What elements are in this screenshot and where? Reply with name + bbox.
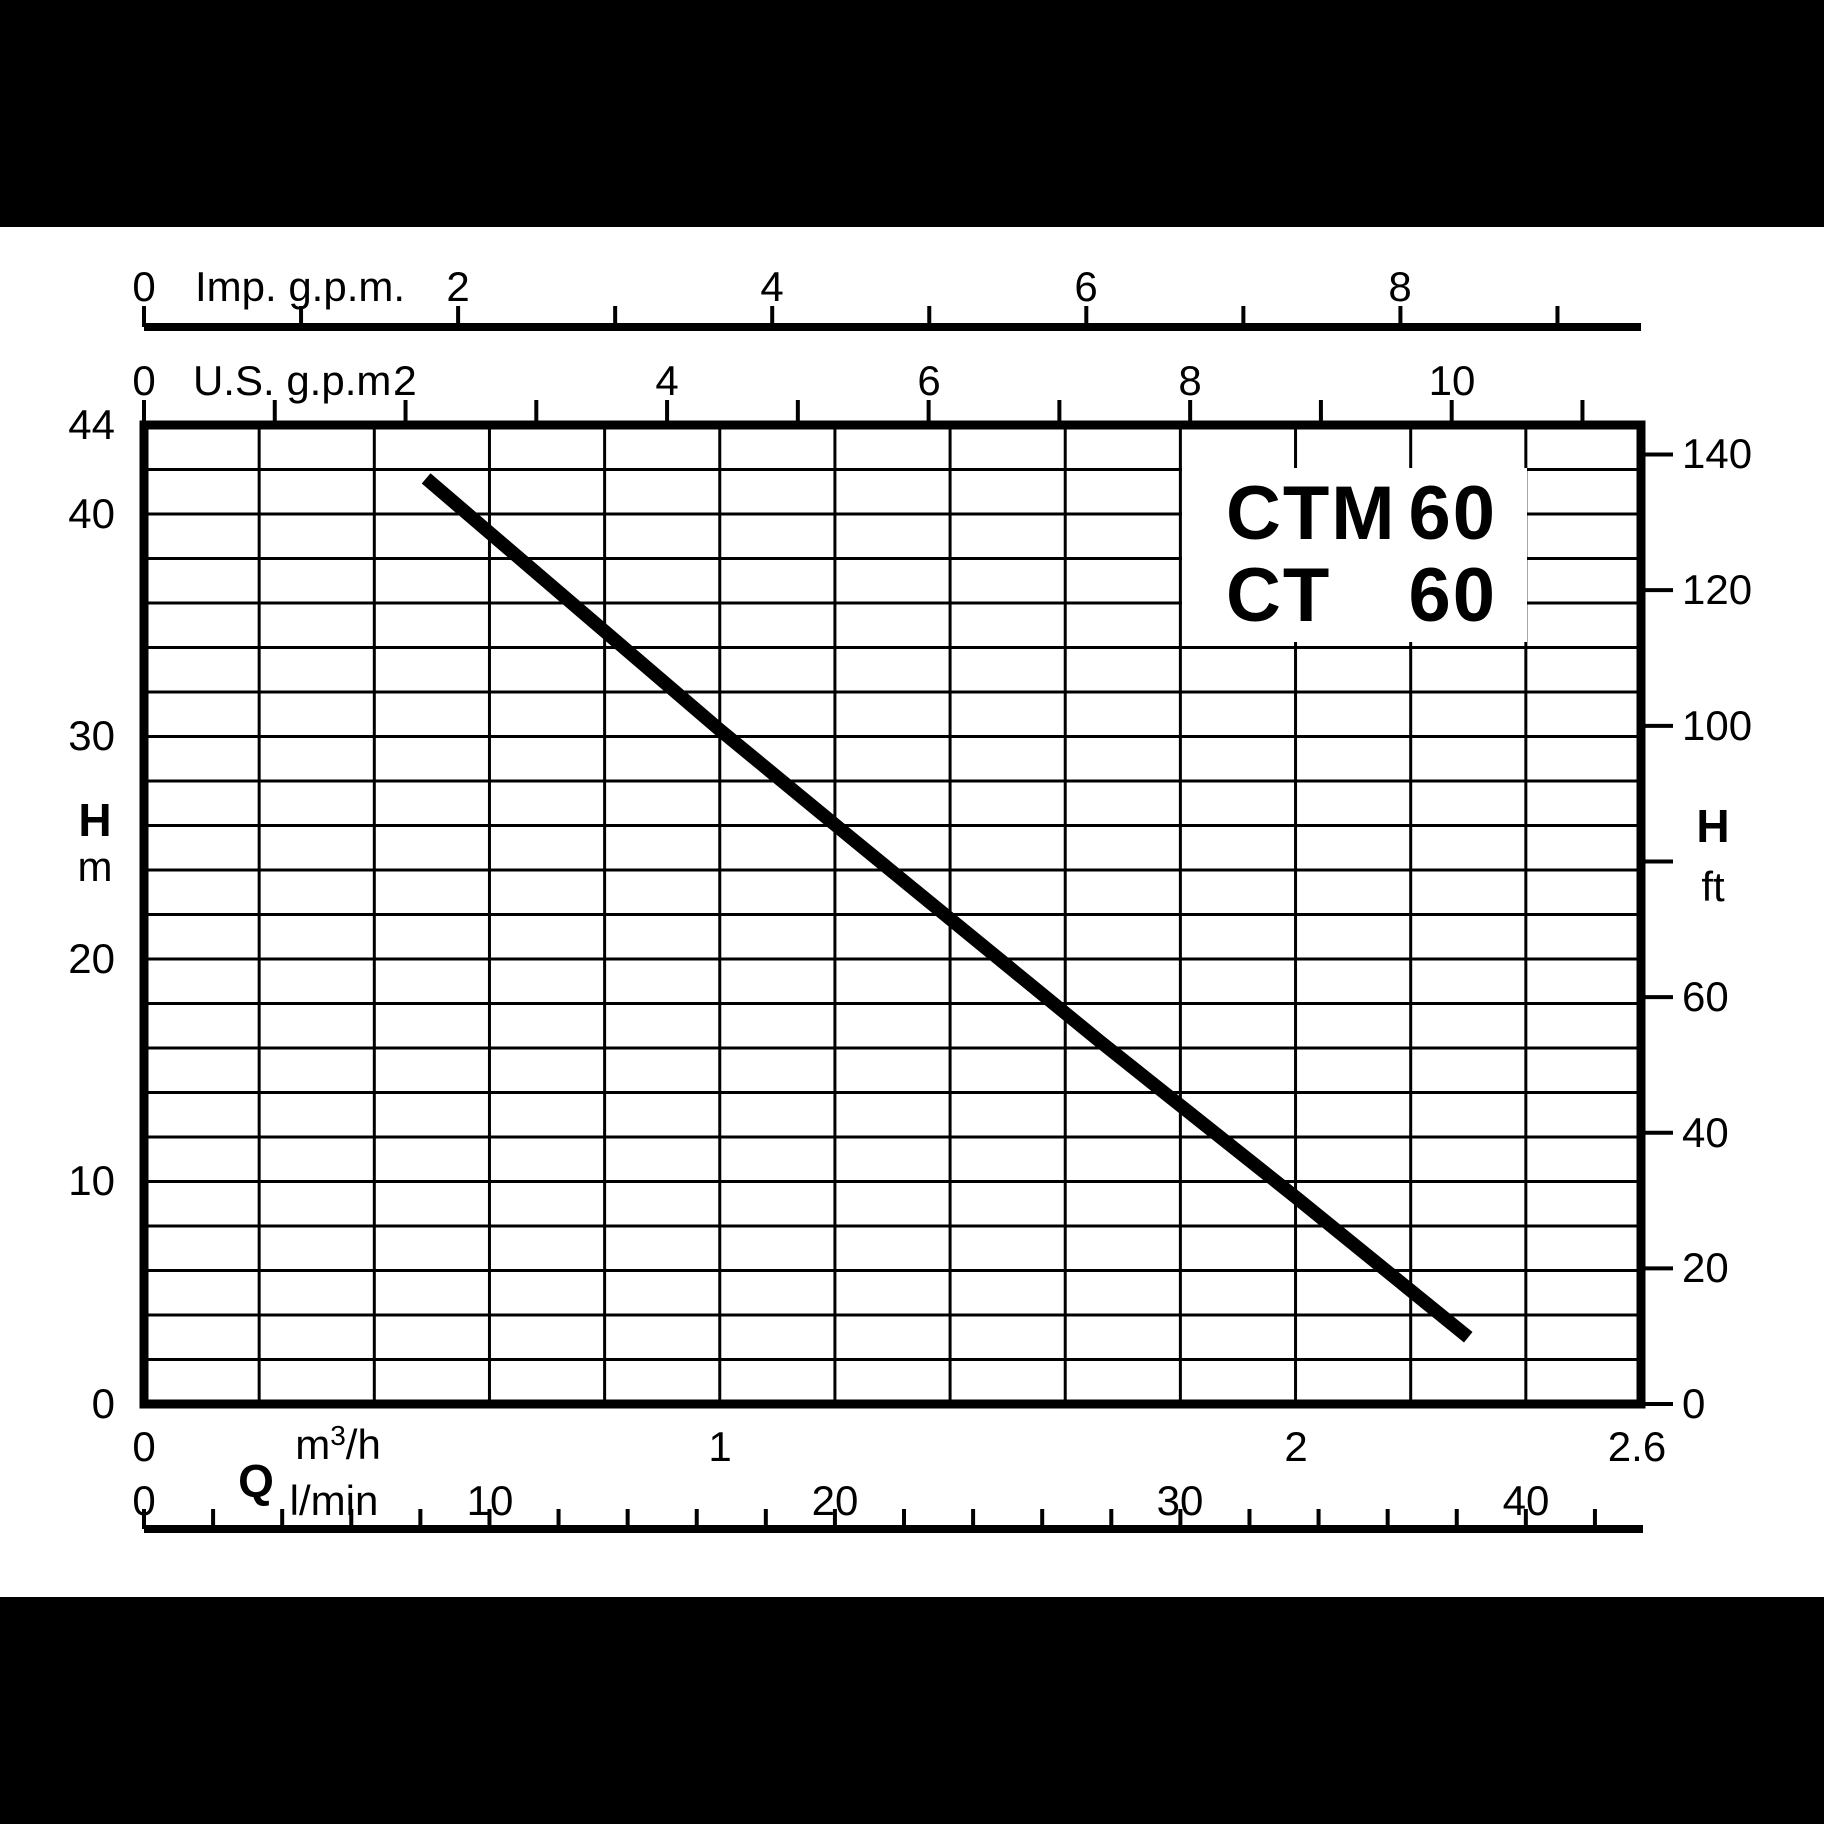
- h-ft-axis-unit: ft: [1701, 863, 1725, 910]
- model-label-box: CTM 60 CT 60: [1182, 468, 1527, 642]
- pump-head-curve: [421, 473, 1473, 1343]
- plot-border: [139, 420, 1646, 1409]
- h-ft-tick-20: 20: [1682, 1244, 1729, 1291]
- m3h-tick-2: 2: [1284, 1423, 1308, 1470]
- h-m-tick-44: 44: [68, 401, 115, 448]
- m3h-unit-base: m: [295, 1421, 331, 1468]
- model-row-ctm: CTM 60: [1226, 476, 1497, 552]
- letterbox-bottom: [0, 1597, 1824, 1824]
- h-ft-tick-0: 0: [1682, 1380, 1706, 1427]
- imp-gpm-tick-2: 2: [446, 263, 470, 310]
- us-gpm-tick-8: 8: [1178, 357, 1202, 404]
- imp-gpm-tick-4: 4: [760, 263, 784, 310]
- model-size-ctm: 60: [1408, 471, 1497, 556]
- h-m-axis-title: H: [78, 794, 112, 846]
- lmin-tick-20: 20: [811, 1477, 859, 1524]
- m3h-tick-2-6: 2.6: [1607, 1423, 1667, 1470]
- model-row-ct: CT 60: [1226, 558, 1497, 634]
- us-gpm-tick-6: 6: [917, 357, 941, 404]
- us-gpm-tick-0: 0: [132, 357, 156, 404]
- q-axis-title: Q: [238, 1455, 274, 1507]
- h-ft-tick-140: 140: [1682, 430, 1753, 477]
- us-gpm-tick-10: 10: [1428, 357, 1476, 404]
- lmin-tick-10: 10: [466, 1477, 514, 1524]
- model-name-ct: CT: [1226, 553, 1332, 638]
- lmin-tick-0: 0: [132, 1477, 156, 1524]
- us-gpm-axis-title: U.S. g.p.m.: [192, 357, 404, 404]
- lmin-tick-40: 40: [1502, 1477, 1550, 1524]
- model-size-ct: 60: [1408, 553, 1497, 638]
- imp-gpm-tick-0: 0: [132, 263, 156, 310]
- h-m-tick-40: 40: [68, 490, 115, 537]
- h-m-tick-20: 20: [68, 935, 115, 982]
- h-ft-tick-40: 40: [1682, 1109, 1729, 1156]
- m3h-unit-rest: /h: [345, 1421, 381, 1468]
- model-name-ctm: CTM: [1226, 471, 1397, 556]
- h-ft-axis-title: H: [1696, 800, 1730, 852]
- h-m-tick-0: 0: [91, 1380, 115, 1427]
- h-m-tick-30: 30: [68, 712, 115, 759]
- m3h-axis-unit: m3/h: [295, 1421, 381, 1468]
- h-ft-tick-120: 120: [1682, 566, 1753, 613]
- h-ft-tick-100: 100: [1682, 702, 1753, 749]
- imp-gpm-tick-8: 8: [1388, 263, 1412, 310]
- lmin-axis-unit: l/min: [289, 1477, 379, 1524]
- us-gpm-tick-4: 4: [655, 357, 679, 404]
- h-m-tick-10: 10: [68, 1157, 115, 1204]
- us-gpm-tick-2: 2: [393, 357, 417, 404]
- m3h-tick-0: 0: [132, 1423, 156, 1470]
- m3h-unit-sup: 3: [330, 1420, 346, 1451]
- m3h-tick-1: 1: [708, 1423, 732, 1470]
- imp-gpm-axis-title: Imp. g.p.m.: [194, 263, 406, 310]
- letterbox-top: [0, 0, 1824, 227]
- imp-gpm-tick-6: 6: [1074, 263, 1098, 310]
- lmin-tick-30: 30: [1156, 1477, 1204, 1524]
- h-ft-tick-60: 60: [1682, 973, 1729, 1020]
- h-m-axis-unit: m: [77, 843, 113, 890]
